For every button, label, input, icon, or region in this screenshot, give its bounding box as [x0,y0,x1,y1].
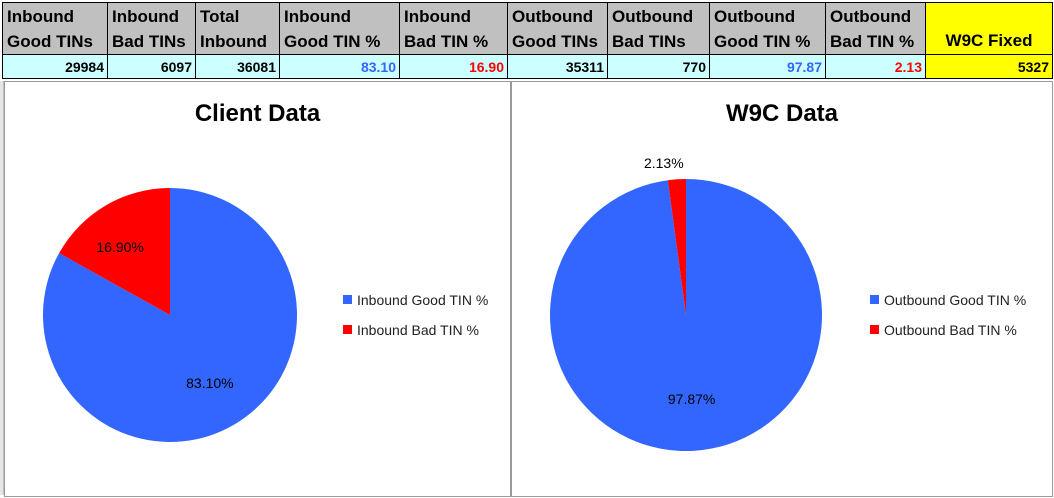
w9c-data-pie: 97.87% 2.13% [550,155,822,452]
value-cell-outbound-good-tin-pct[interactable]: 97.87 [709,54,826,79]
legend-label: Inbound Bad TIN % [357,322,479,338]
legend-item: Inbound Good TIN % [343,291,488,321]
legend-swatch-red [343,325,352,334]
header-cell-total-inbound[interactable]: Total Inbound [195,2,280,55]
chart-title: Client Data [194,100,321,127]
header-cell-outbound-bad-tins[interactable]: Outbound Bad TINs [607,2,710,55]
header-cell-outbound-good-tins[interactable]: Outbound Good TINs [507,2,608,55]
legend-label: Outbound Good TIN % [884,292,1027,308]
value-cell-outbound-good-tins[interactable]: 35311 [507,54,608,79]
header-cell-inbound-good-tins[interactable]: Inbound Good TINs [2,2,108,55]
data-label: 2.13% [644,155,684,171]
value-cell-outbound-bad-tin-pct[interactable]: 2.13 [825,54,926,79]
pie-slice-outbound-bad-tin[interactable] [667,179,686,315]
pie-slice-outbound-good-tin[interactable] [550,179,822,452]
legend-label: Outbound Bad TIN % [884,322,1017,338]
row-header-strip [0,81,4,495]
legend-item: Outbound Good TIN % [870,291,1026,321]
data-label: 97.87% [668,391,715,407]
value-cell-inbound-good-tins[interactable]: 29984 [2,54,108,79]
value-cell-outbound-bad-tins[interactable]: 770 [607,54,710,79]
legend-item: Inbound Bad TIN % [343,321,488,351]
header-cell-outbound-good-tin-pct[interactable]: Outbound Good TIN % [709,2,826,55]
header-cell-inbound-bad-tin-pct[interactable]: Inbound Bad TIN % [399,2,508,55]
header-cell-outbound-bad-tin-pct[interactable]: Outbound Bad TIN % [825,2,926,55]
chart-legend: Outbound Good TIN % Outbound Bad TIN % [870,291,1026,351]
client-data-pie: 83.10% 16.90% [42,188,297,442]
header-cell-inbound-bad-tins[interactable]: Inbound Bad TINs [107,2,196,55]
legend-item: Outbound Bad TIN % [870,321,1026,351]
chart-title: W9C Data [725,100,839,127]
legend-label: Inbound Good TIN % [357,292,489,308]
w9c-data-chart[interactable]: W9C Data 97.87% 2.13% Outbound Good TIN %… [511,81,1053,497]
client-data-chart[interactable]: Client Data 83.10% 16.90% Inbound Good TI… [4,81,511,497]
chart-legend: Inbound Good TIN % Inbound Bad TIN % [343,291,488,351]
value-cell-inbound-bad-tins[interactable]: 6097 [107,54,196,79]
header-cell-w9c-fixed[interactable]: W9C Fixed [925,2,1053,55]
pie-slice-inbound-bad-tin[interactable] [59,188,170,315]
value-cell-inbound-good-tin-pct[interactable]: 83.10 [279,54,400,79]
pie-slice-inbound-good-tin[interactable] [42,188,297,442]
legend-swatch-blue [870,295,879,304]
tin-summary-table: Inbound Good TINs Inbound Bad TINs Total In… [2,2,1053,79]
header-cell-inbound-good-tin-pct[interactable]: Inbound Good TIN % [279,2,400,55]
legend-swatch-red [870,325,879,334]
header-row: Inbound Good TINs Inbound Bad TINs Total In… [2,2,1053,55]
value-row: 29984 6097 36081 83.10 16.90 35311 770 9… [2,54,1053,79]
value-cell-inbound-bad-tin-pct[interactable]: 16.90 [399,54,508,79]
legend-swatch-blue [343,295,352,304]
data-label: 16.90% [96,239,143,255]
data-label: 83.10% [186,375,233,391]
value-cell-total-inbound[interactable]: 36081 [195,54,280,79]
value-cell-w9c-fixed[interactable]: 5327 [925,54,1053,79]
